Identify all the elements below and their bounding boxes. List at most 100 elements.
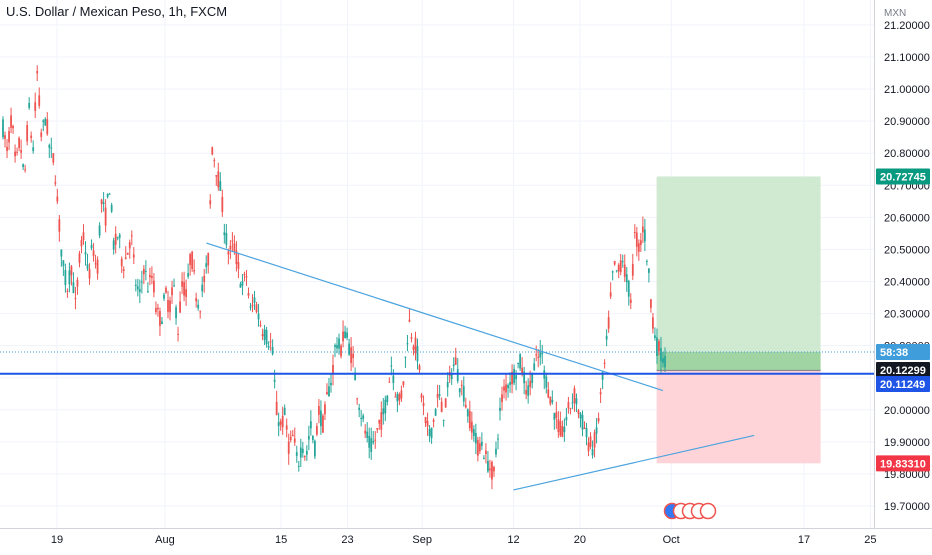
candle-body	[607, 317, 610, 329]
candle-body	[161, 321, 163, 324]
candle-body	[495, 448, 497, 455]
candle-body	[217, 171, 220, 188]
candle-body	[213, 160, 216, 162]
candle-body	[130, 235, 133, 237]
candle-body	[66, 290, 69, 292]
candle-body	[261, 334, 264, 337]
candle-body	[470, 421, 473, 433]
candle-body	[279, 421, 282, 425]
candle-body	[412, 346, 415, 350]
candle-body	[227, 251, 230, 255]
candle-body	[100, 199, 103, 205]
candle-body	[539, 350, 542, 358]
price-label-text-last: 20.12299	[880, 365, 926, 377]
y-tick-label: 19.70000	[884, 501, 930, 513]
candle-body	[229, 245, 232, 250]
candle-body	[4, 135, 6, 140]
candle-body	[68, 270, 71, 285]
candle-body	[241, 281, 244, 286]
candle-body	[132, 254, 135, 258]
candle-body	[303, 456, 306, 458]
candle-body	[138, 288, 141, 292]
candle-body	[474, 432, 477, 444]
candle-body	[102, 202, 105, 205]
candle-body	[179, 301, 181, 313]
candle-body	[72, 282, 75, 293]
candle-body	[263, 329, 266, 340]
candle-body	[259, 325, 262, 327]
candle-body	[247, 293, 250, 296]
candle-body	[579, 413, 582, 419]
candle-body	[637, 243, 640, 252]
candle-body	[466, 409, 469, 417]
candle-body	[22, 164, 25, 167]
candle-body	[148, 274, 151, 278]
candle-body	[585, 427, 588, 438]
y-tick-label: 19.80000	[884, 469, 930, 481]
candle-body	[177, 333, 179, 335]
candle-body	[571, 402, 574, 404]
candle-body	[305, 450, 308, 455]
candle-body	[205, 263, 208, 267]
candle-body	[116, 237, 119, 239]
candle-body	[233, 243, 236, 252]
x-tick-label: 25	[864, 534, 876, 546]
candle-body	[126, 252, 129, 255]
candle-body	[623, 264, 626, 277]
y-tick-label: 20.90000	[884, 116, 930, 128]
price-label-text-stop: 19.83310	[880, 458, 926, 470]
candle-body	[221, 196, 224, 213]
candle-body	[573, 388, 576, 403]
candle-body	[593, 432, 596, 448]
candle-body	[70, 266, 73, 276]
candle-body	[396, 393, 399, 402]
candle-body	[386, 395, 389, 403]
candle-body	[285, 425, 288, 430]
candle-body	[30, 135, 33, 138]
candle-body	[561, 426, 564, 437]
candle-body	[344, 331, 346, 339]
candles	[2, 65, 666, 490]
candle-body	[76, 279, 79, 287]
candle-body	[307, 435, 310, 440]
candle-body	[322, 415, 324, 433]
candle-body	[42, 120, 45, 123]
candle-body	[404, 356, 407, 358]
candle-body	[454, 357, 457, 365]
candle-body	[311, 435, 314, 441]
candle-body	[36, 71, 39, 74]
candle-body	[320, 410, 322, 427]
candle-body	[253, 297, 256, 303]
candle-body	[16, 151, 18, 153]
candle-body	[370, 438, 373, 452]
price-label-last	[876, 362, 930, 378]
candle-body	[169, 300, 171, 313]
candle-body	[243, 274, 246, 276]
candle-body	[509, 382, 511, 385]
candle-body	[330, 382, 332, 386]
candle-body	[537, 356, 540, 358]
candle-body	[493, 467, 495, 472]
candle-body	[410, 337, 413, 339]
candle-body	[446, 382, 449, 388]
candle-body	[416, 346, 419, 362]
x-tick-label: 20	[574, 534, 586, 546]
candle-body	[664, 355, 666, 368]
currency-label: MXN	[884, 8, 906, 19]
candle-body	[324, 404, 326, 415]
x-tick-label: Oct	[663, 534, 680, 546]
candle-body	[352, 353, 355, 359]
candle-body	[531, 372, 534, 384]
candle-body	[521, 367, 524, 375]
candle-body	[503, 386, 505, 391]
x-tick-label: 17	[798, 534, 810, 546]
candle-body	[555, 412, 558, 418]
candle-body	[468, 410, 471, 429]
candle-body	[505, 384, 507, 393]
candle-body	[390, 365, 393, 367]
candle-body	[12, 125, 14, 129]
price-label-hline	[876, 376, 930, 392]
y-tick-label: 21.10000	[884, 52, 930, 64]
price-label-text-hline: 20.11249	[880, 379, 925, 391]
candle-body	[207, 253, 210, 266]
